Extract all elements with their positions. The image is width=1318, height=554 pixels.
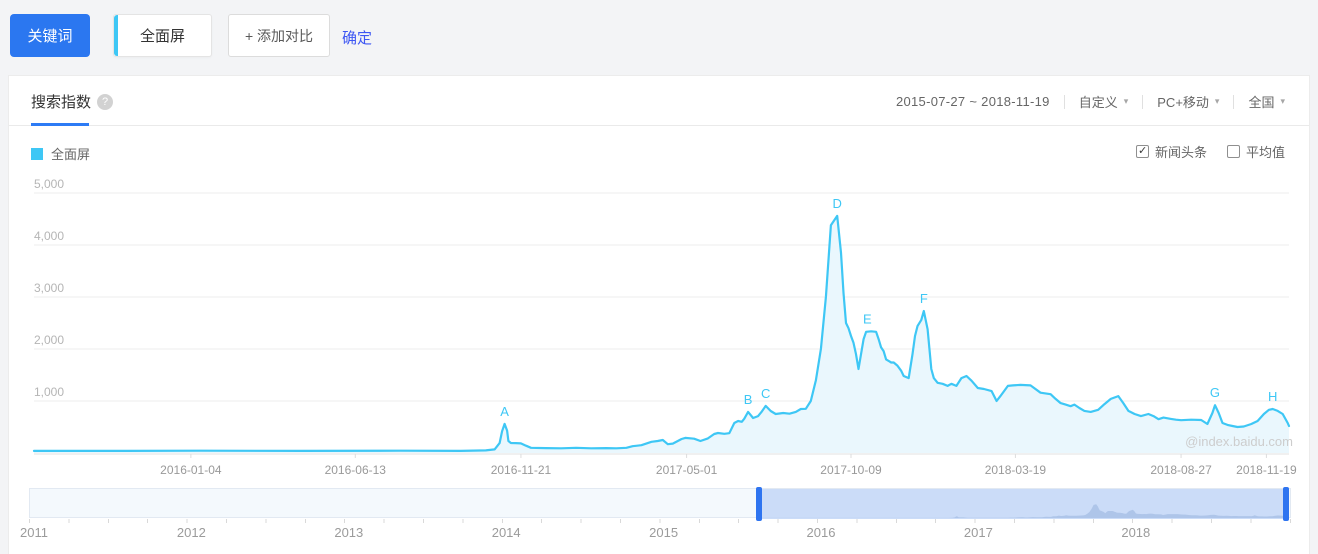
- y-axis-tick-label: 4,000: [34, 229, 64, 243]
- x-axis-tick-label: 2016-01-04: [160, 463, 222, 477]
- timeline-slider: 2011 2012 2013 2014 2015 2016 2017 2018: [20, 487, 1291, 544]
- annotation-letter-D: D: [833, 196, 842, 211]
- separator: [1063, 94, 1065, 109]
- annotation-letter-G: G: [1210, 385, 1220, 400]
- average-toggle[interactable]: 平均值: [1226, 142, 1285, 161]
- region-dropdown[interactable]: 全国 ▾: [1248, 92, 1285, 111]
- help-icon[interactable]: ?: [97, 93, 114, 110]
- x-axis-tick-label: 2018-03-19: [985, 463, 1047, 477]
- year-label: 2013: [334, 525, 364, 540]
- trend-chart-area[interactable]: 1,000 2,000 3,000 4,000 5,000 2016-01-04 2016-…: [9, 176, 1311, 486]
- year-label: 2016: [806, 525, 836, 540]
- timeline-mini-chart: [759, 504, 1286, 518]
- annotation-letter-C: C: [761, 386, 770, 401]
- checkbox-average-label: 平均值: [1245, 145, 1285, 160]
- timeline-selection[interactable]: [759, 489, 1286, 519]
- x-axis-tick-label: 2017-05-01: [656, 463, 718, 477]
- y-axis-tick-label: 3,000: [34, 281, 64, 295]
- add-compare-button[interactable]: + 添加对比: [228, 14, 330, 57]
- overlay-toggles: 新闻头条 平均值: [1135, 142, 1285, 161]
- timeline-track[interactable]: [29, 487, 1291, 521]
- y-axis-tick-label: 5,000: [34, 177, 64, 191]
- range-type-label: 自定义: [1078, 95, 1118, 110]
- series-area-fill: [34, 215, 1289, 453]
- date-range-picker[interactable]: 2015-07-27 ~ 2018-11-19: [895, 94, 1050, 109]
- confirm-link[interactable]: 确定: [342, 30, 373, 47]
- timeline-left-handle[interactable]: [756, 487, 763, 521]
- region-label: 全国: [1248, 95, 1275, 110]
- timeline-tick-marks: [29, 519, 1291, 523]
- series-legend-label: 全面屏: [51, 147, 91, 162]
- range-type-dropdown[interactable]: 自定义 ▾: [1079, 92, 1129, 111]
- news-headline-toggle[interactable]: 新闻头条: [1135, 142, 1207, 161]
- year-label: 2014: [491, 525, 521, 540]
- year-label: 2017: [963, 525, 993, 540]
- chevron-down-icon: ▾: [1123, 96, 1129, 106]
- timeline-mini-series: [759, 504, 1286, 518]
- chevron-down-icon: ▾: [1214, 96, 1220, 106]
- year-label: 2011: [20, 525, 48, 540]
- x-axis-tick-label: 2016-06-13: [325, 463, 387, 477]
- checkbox-average[interactable]: [1226, 145, 1240, 158]
- year-label: 2012: [176, 525, 206, 540]
- keyword-color-stripe: [114, 15, 118, 56]
- series-legend: 全面屏: [31, 144, 90, 163]
- tab-search-index-label: 搜索指数: [31, 94, 92, 111]
- device-dropdown[interactable]: PC+移动 ▾: [1157, 92, 1219, 111]
- separator: [1233, 94, 1235, 109]
- series-color-swatch: [31, 147, 43, 160]
- chevron-down-icon: ▾: [1280, 96, 1285, 106]
- annotation-letter-F: F: [920, 291, 928, 306]
- x-axis-tick-label: 2018-11-19: [1236, 463, 1297, 477]
- x-axis-tick-label: 2018-08-27: [1150, 463, 1212, 477]
- timeline-right-handle[interactable]: [1282, 487, 1289, 521]
- checkbox-news-headline[interactable]: [1135, 144, 1149, 158]
- top-toolbar: 关键词 全面屏 + 添加对比 确定: [0, 0, 1318, 75]
- timeline-year-labels: 2011 2012 2013 2014 2015 2016 2017 2018: [20, 525, 1291, 543]
- year-label: 2015: [649, 525, 679, 540]
- y-axis-tick-label: 2,000: [34, 333, 64, 347]
- x-axis-tick-label: 2016-11-21: [491, 463, 552, 477]
- keyword-button[interactable]: 关键词: [10, 14, 90, 57]
- annotation-letter-E: E: [863, 311, 872, 326]
- tab-search-index[interactable]: 搜索指数 ?: [31, 91, 114, 112]
- separator: [1142, 94, 1144, 109]
- header-controls: 2015-07-27 ~ 2018-11-19 自定义 ▾ PC+移动 ▾ 全国…: [896, 92, 1285, 111]
- x-axis-tick-label: 2017-10-09: [820, 463, 882, 477]
- year-label: 2018: [1121, 525, 1151, 540]
- panel-tab-row: 搜索指数 ? 2015-07-27 ~ 2018-11-19 自定义 ▾ PC+…: [9, 76, 1309, 126]
- trend-chart-svg[interactable]: 1,000 2,000 3,000 4,000 5,000 2016-01-04 2016-…: [9, 176, 1311, 486]
- keyword-tab-label: 全面屏: [139, 28, 185, 45]
- annotation-letter-H: H: [1268, 389, 1277, 404]
- annotation-letter-A: A: [500, 404, 509, 419]
- active-tab-indicator: [31, 123, 89, 126]
- index-panel-card: 搜索指数 ? 2015-07-27 ~ 2018-11-19 自定义 ▾ PC+…: [8, 75, 1310, 554]
- keyword-tab-quanmianping[interactable]: 全面屏: [113, 14, 212, 57]
- checkbox-news-headline-label: 新闻头条: [1154, 145, 1207, 160]
- annotation-letter-B: B: [744, 392, 753, 407]
- y-axis-tick-label: 1,000: [34, 385, 64, 399]
- device-label: PC+移动: [1157, 95, 1209, 110]
- series-line: [32, 214, 1291, 452]
